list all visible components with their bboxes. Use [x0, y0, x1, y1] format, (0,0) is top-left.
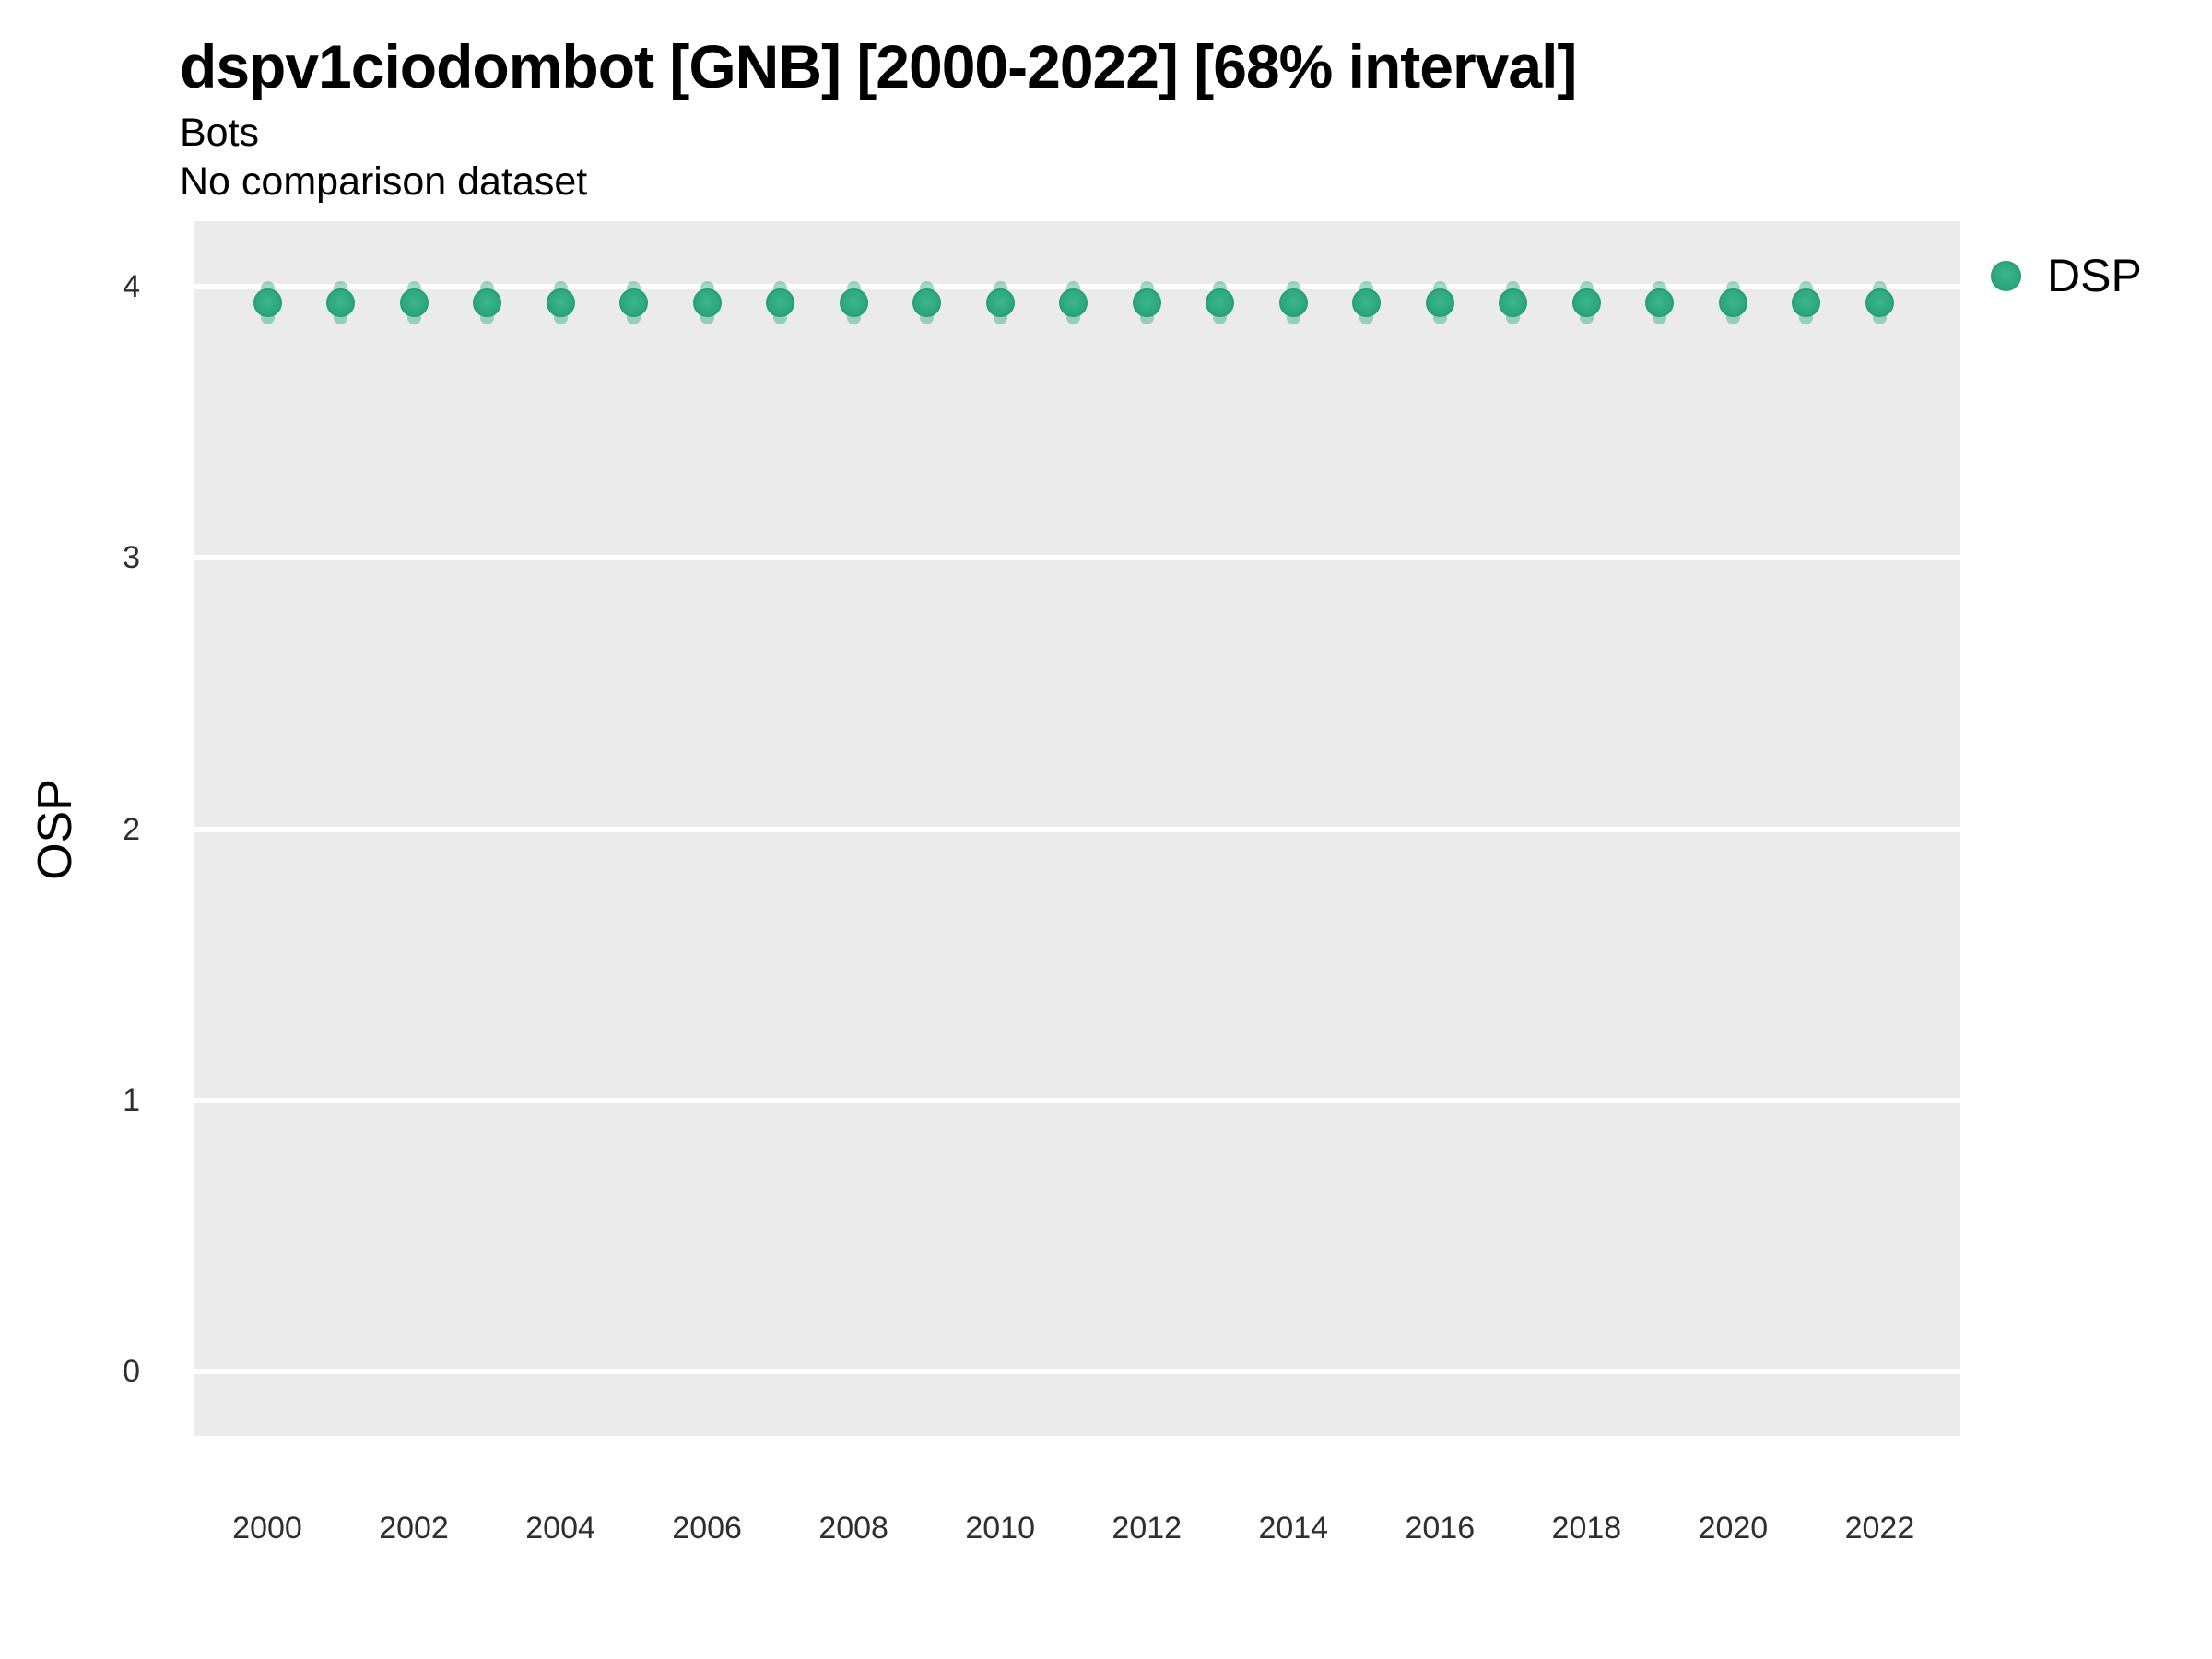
- data-point-2001: [326, 288, 356, 318]
- gridline-y-2: [194, 826, 1960, 832]
- x-tick-label-2022: 2022: [1844, 1511, 1915, 1546]
- data-point-2015: [1352, 288, 1382, 318]
- y-tick-label-3: 3: [123, 540, 140, 576]
- data-point-2018: [1571, 288, 1601, 318]
- gridline-y-3: [194, 555, 1960, 561]
- data-point-2020: [1718, 288, 1747, 318]
- x-tick-label-2016: 2016: [1405, 1511, 1476, 1546]
- gridline-y-4: [194, 284, 1960, 289]
- x-tick-label-2010: 2010: [965, 1511, 1035, 1546]
- data-point-2007: [766, 288, 795, 318]
- y-axis-title: OSP: [29, 779, 82, 880]
- data-point-2003: [473, 288, 502, 318]
- data-point-2000: [253, 288, 282, 318]
- plot-panel: [194, 221, 1960, 1436]
- data-point-2002: [399, 288, 429, 318]
- data-point-2005: [619, 288, 649, 318]
- y-tick-label-4: 4: [123, 269, 140, 304]
- data-point-2004: [546, 288, 575, 318]
- legend-label: DSP: [2047, 250, 2142, 301]
- gridline-y-1: [194, 1097, 1960, 1103]
- chart-subtitle: Bots: [180, 111, 260, 155]
- x-tick-label-2018: 2018: [1551, 1511, 1622, 1546]
- x-tick-label-2012: 2012: [1112, 1511, 1182, 1546]
- data-point-2021: [1792, 288, 1821, 318]
- data-point-2016: [1425, 288, 1454, 318]
- chart-subtitle-2: No comparison dataset: [180, 159, 588, 204]
- data-point-2006: [692, 288, 722, 318]
- x-tick-label-2014: 2014: [1258, 1511, 1329, 1546]
- x-tick-label-2002: 2002: [379, 1511, 449, 1546]
- data-point-2022: [1865, 288, 1894, 318]
- y-tick-label-2: 2: [123, 811, 140, 847]
- x-tick-label-2000: 2000: [232, 1511, 302, 1546]
- x-tick-label-2006: 2006: [672, 1511, 742, 1546]
- y-tick-label-1: 1: [123, 1082, 140, 1118]
- data-point-2014: [1278, 288, 1308, 318]
- x-tick-label-2020: 2020: [1698, 1511, 1769, 1546]
- data-point-2012: [1132, 288, 1161, 318]
- x-tick-label-2008: 2008: [818, 1511, 888, 1546]
- chart-title: dspv1ciodombot [GNB] [2000-2022] [68% in…: [180, 32, 1577, 100]
- data-point-2008: [839, 288, 868, 318]
- data-point-2013: [1206, 288, 1235, 318]
- data-point-2009: [912, 288, 942, 318]
- gridline-y-0: [194, 1369, 1960, 1374]
- legend: DSP: [1991, 249, 2142, 302]
- data-point-2017: [1499, 288, 1528, 318]
- y-tick-label-0: 0: [123, 1354, 140, 1389]
- data-point-2019: [1645, 288, 1675, 318]
- data-point-2010: [985, 288, 1015, 318]
- legend-key-dot: [1991, 260, 2021, 291]
- data-point-2011: [1059, 288, 1088, 318]
- x-tick-label-2004: 2004: [525, 1511, 595, 1546]
